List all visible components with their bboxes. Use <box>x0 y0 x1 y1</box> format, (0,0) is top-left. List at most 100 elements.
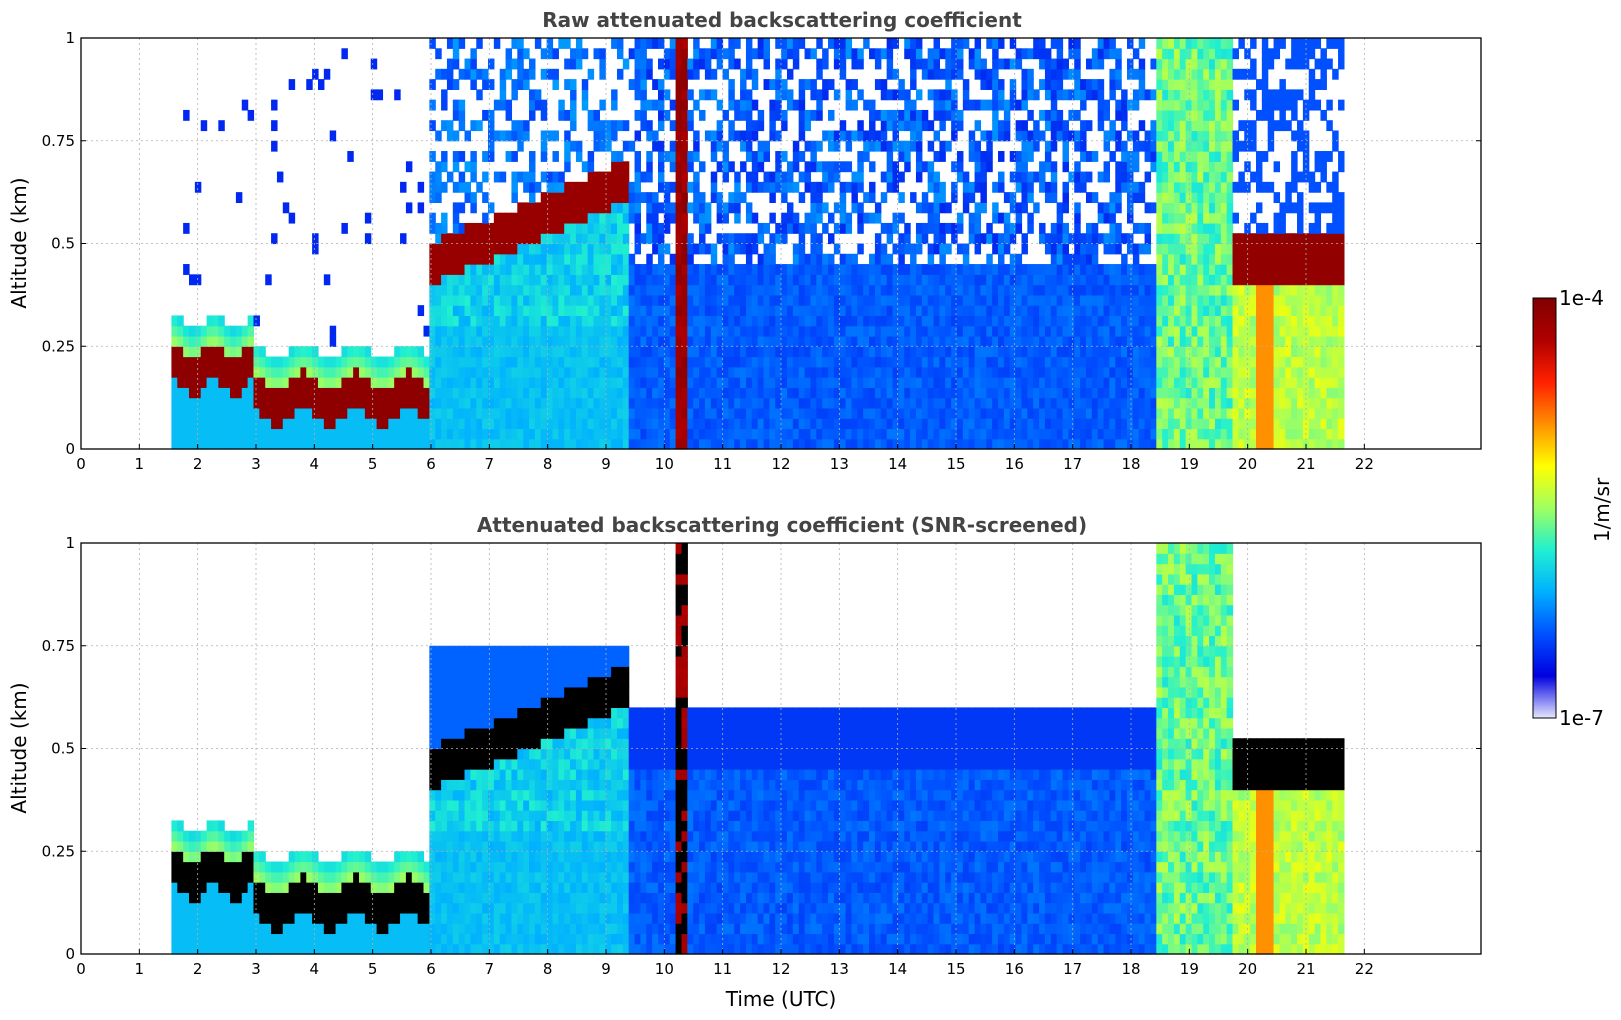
heatmap-cell <box>798 274 806 286</box>
heatmap-cell <box>1185 233 1193 245</box>
heatmap-cell <box>1068 315 1075 327</box>
heatmap-cell <box>839 346 847 358</box>
heatmap-cell <box>235 428 243 440</box>
heatmap-cell <box>704 48 712 60</box>
heatmap-cell <box>1003 428 1011 440</box>
heatmap-cell <box>1080 233 1087 245</box>
heatmap-cell <box>992 58 999 70</box>
heatmap-cell <box>499 387 507 399</box>
heatmap-cell <box>1021 325 1028 337</box>
heatmap-cell <box>1056 294 1064 306</box>
heatmap-cell <box>956 366 964 378</box>
heatmap-cell <box>769 325 776 337</box>
heatmap-cell <box>1044 89 1052 101</box>
heatmap-cell <box>927 161 935 173</box>
heatmap-cell <box>511 130 518 142</box>
heatmap-cell <box>511 243 518 255</box>
heatmap-cell <box>675 68 683 80</box>
heatmap-cell <box>1191 120 1198 132</box>
heatmap-cell <box>482 428 489 440</box>
heatmap-cell <box>1062 222 1069 234</box>
heatmap-cell <box>1015 428 1023 440</box>
heatmap-cell <box>487 79 495 90</box>
heatmap-cell <box>271 387 278 399</box>
heatmap-cell <box>446 305 454 317</box>
heatmap-cell <box>312 438 319 450</box>
heatmap-cell <box>781 233 788 245</box>
heatmap-cell <box>441 161 448 173</box>
heatmap-cell <box>611 315 618 327</box>
heatmap-cell <box>757 377 765 388</box>
heatmap-cell <box>599 120 606 132</box>
heatmap-cell <box>945 202 952 214</box>
heatmap-cell <box>511 89 518 101</box>
heatmap-cell <box>675 387 683 399</box>
heatmap-cell <box>593 428 600 440</box>
heatmap-cell <box>1091 89 1099 101</box>
heatmap-cell <box>869 397 876 409</box>
heatmap-cell <box>956 397 964 409</box>
heatmap-cell <box>1191 356 1198 368</box>
heatmap-cell <box>1173 335 1181 347</box>
heatmap-cell <box>271 397 278 409</box>
heatmap-cell <box>1097 202 1105 214</box>
heatmap-cell <box>816 99 823 111</box>
heatmap-cell <box>476 438 483 450</box>
heatmap-cell <box>323 366 331 378</box>
heatmap-cell <box>1121 233 1128 245</box>
heatmap-cell <box>593 377 600 388</box>
heatmap-cell <box>681 243 688 255</box>
heatmap-cell <box>611 222 618 234</box>
heatmap-cell <box>839 120 847 132</box>
heatmap-cell <box>505 418 513 430</box>
heatmap-cell <box>857 294 864 306</box>
heatmap-cell <box>529 418 536 430</box>
heatmap-cell <box>511 192 518 204</box>
heatmap-cell <box>493 387 501 399</box>
heatmap-cell <box>939 356 946 368</box>
heatmap-cell <box>587 109 595 121</box>
heatmap-cell <box>622 274 630 286</box>
heatmap-cell <box>1039 109 1046 121</box>
heatmap-cell <box>1226 120 1234 132</box>
heatmap-cell <box>933 335 940 347</box>
heatmap-cell <box>552 294 559 306</box>
heatmap-cell <box>405 202 413 214</box>
heatmap-cell <box>1168 58 1175 70</box>
heatmap-cell <box>206 428 214 440</box>
heatmap-cell <box>646 366 653 378</box>
heatmap-cell <box>816 140 823 152</box>
heatmap-cell <box>628 202 636 214</box>
heatmap-cell <box>904 315 911 327</box>
heatmap-cell <box>968 181 976 193</box>
heatmap-cell <box>1138 181 1146 193</box>
heatmap-cell <box>1232 294 1239 306</box>
heatmap-cell <box>734 181 741 193</box>
heatmap-cell <box>294 438 301 450</box>
heatmap-cell <box>769 130 776 142</box>
heatmap-cell <box>1127 38 1134 49</box>
heatmap-cell <box>1197 366 1204 378</box>
heatmap-cell <box>910 253 917 265</box>
heatmap-cell <box>704 428 712 440</box>
heatmap-cell <box>699 356 706 368</box>
heatmap-cell <box>1121 418 1128 430</box>
heatmap-cell <box>1044 151 1052 162</box>
heatmap-cell <box>587 181 595 193</box>
heatmap-cell <box>816 89 823 101</box>
heatmap-cell <box>534 315 542 327</box>
heatmap-cell <box>1015 438 1023 450</box>
heatmap-cell <box>452 366 460 378</box>
heatmap-cell <box>364 377 372 388</box>
heatmap-cell <box>1150 325 1157 337</box>
heatmap-cell <box>763 151 770 162</box>
heatmap-cell <box>857 120 864 132</box>
heatmap-cell <box>622 120 630 132</box>
heatmap-cell <box>658 79 665 90</box>
heatmap-cell <box>446 274 454 286</box>
heatmap-cell <box>1203 222 1210 234</box>
heatmap-cell <box>1050 171 1058 183</box>
heatmap-cell <box>816 325 823 337</box>
heatmap-cell <box>376 89 384 101</box>
heatmap-cell <box>775 305 782 317</box>
